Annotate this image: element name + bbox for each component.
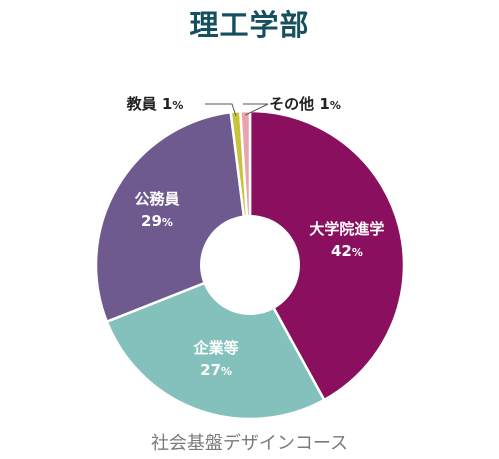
leader-line-3 [205, 103, 237, 116]
slice-value-2: 29% [141, 212, 173, 230]
slice-label-3: 教員 1% [126, 95, 184, 113]
slice-value-1: 27% [200, 361, 232, 379]
slice-label-4: その他 1% [269, 95, 341, 113]
slice-label-0: 大学院進学 [309, 220, 384, 238]
slice-label-2: 公務員 [134, 190, 179, 208]
slice-label-1: 企業等 [193, 339, 239, 357]
chart-caption: 社会基盤デザインコース [150, 433, 349, 454]
pie-slice-0 [248, 109, 406, 402]
slice-value-0: 42% [331, 242, 363, 260]
donut-hole [200, 215, 300, 315]
chart-title: 理工学部 [189, 8, 310, 42]
leader-line-4 [243, 103, 269, 116]
